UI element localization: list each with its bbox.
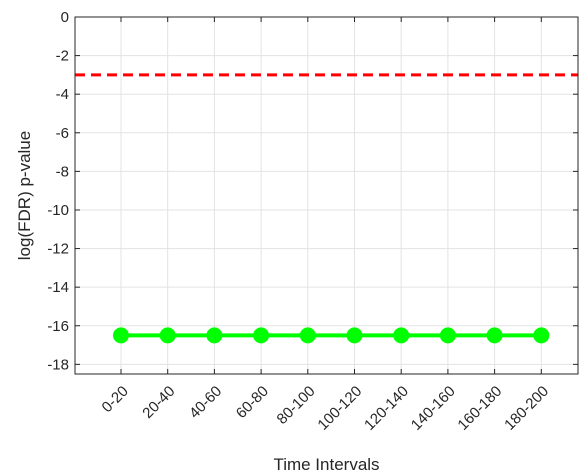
- grid: [75, 16, 578, 374]
- data-point: [113, 327, 129, 344]
- data-point: [486, 327, 503, 344]
- x-tick-label: 160-180: [454, 383, 505, 434]
- y-axis: 0 -2 -4 -6 -8 -10 -12 -14 -16 -18: [47, 9, 578, 373]
- y-tick-label: -10: [47, 202, 69, 219]
- x-axis-label: Time Intervals: [273, 455, 379, 474]
- x-tick-label: 40-60: [186, 383, 225, 422]
- x-tick-label: 120-140: [361, 383, 412, 434]
- y-tick-label: -12: [47, 241, 69, 258]
- plot-area: [75, 73, 578, 344]
- x-tick-label: 20-40: [139, 383, 178, 422]
- y-tick-label: -16: [47, 318, 69, 335]
- y-tick-label: -18: [47, 356, 69, 373]
- data-point: [533, 327, 550, 344]
- data-point: [393, 327, 410, 344]
- data-point: [299, 327, 316, 344]
- data-point: [439, 327, 456, 344]
- y-tick-label: -6: [56, 125, 69, 142]
- x-axis: 0-20 20-40 40-60 60-80 80-100100-120120-1401…: [99, 17, 552, 434]
- y-axis-label: log(FDR) p-value: [15, 131, 34, 260]
- x-tick-label: 60-80: [233, 383, 272, 422]
- x-tick-label: 140-160: [408, 383, 459, 434]
- x-tick-label: 100-120: [314, 383, 365, 434]
- data-point: [346, 327, 363, 344]
- x-tick-label: 180-200: [501, 383, 552, 434]
- y-tick-label: -8: [56, 163, 69, 180]
- y-tick-label: -4: [56, 86, 69, 103]
- data-point: [159, 327, 176, 344]
- y-tick-label: -14: [47, 279, 69, 296]
- y-tick-label: 0: [61, 9, 69, 26]
- x-tick-label: 0-20: [99, 383, 132, 416]
- data-point: [206, 327, 223, 344]
- y-tick-label: -2: [56, 48, 69, 65]
- data-point: [253, 327, 270, 344]
- plot-frame: [74, 16, 579, 375]
- x-tick-label: 80-100: [274, 383, 319, 428]
